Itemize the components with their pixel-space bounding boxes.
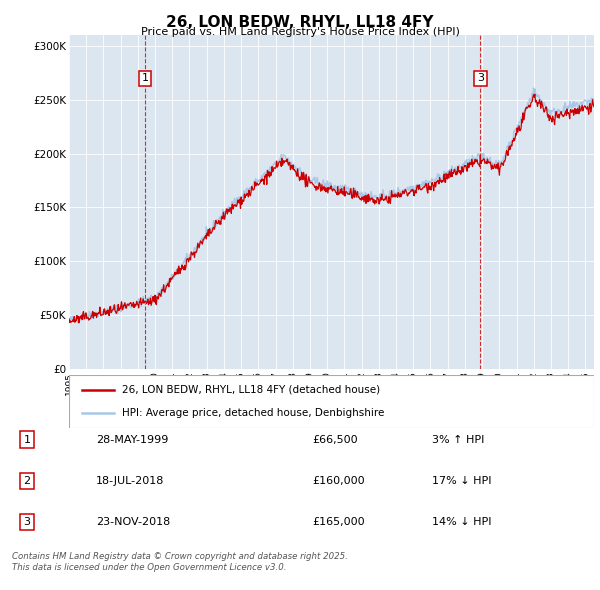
- Text: 28-MAY-1999: 28-MAY-1999: [96, 435, 169, 444]
- Text: Price paid vs. HM Land Registry's House Price Index (HPI): Price paid vs. HM Land Registry's House …: [140, 27, 460, 37]
- Text: 2: 2: [23, 476, 31, 486]
- Text: 26, LON BEDW, RHYL, LL18 4FY (detached house): 26, LON BEDW, RHYL, LL18 4FY (detached h…: [121, 385, 380, 395]
- Text: 26, LON BEDW, RHYL, LL18 4FY: 26, LON BEDW, RHYL, LL18 4FY: [166, 15, 434, 30]
- Text: 14% ↓ HPI: 14% ↓ HPI: [432, 517, 491, 527]
- Text: 1: 1: [142, 73, 148, 83]
- Text: 3: 3: [477, 73, 484, 83]
- Text: 18-JUL-2018: 18-JUL-2018: [96, 476, 164, 486]
- Text: £160,000: £160,000: [312, 476, 365, 486]
- Text: Contains HM Land Registry data © Crown copyright and database right 2025.
This d: Contains HM Land Registry data © Crown c…: [12, 552, 348, 572]
- Text: 23-NOV-2018: 23-NOV-2018: [96, 517, 170, 527]
- Text: 3% ↑ HPI: 3% ↑ HPI: [432, 435, 484, 444]
- Text: 17% ↓ HPI: 17% ↓ HPI: [432, 476, 491, 486]
- FancyBboxPatch shape: [69, 375, 594, 428]
- Text: HPI: Average price, detached house, Denbighshire: HPI: Average price, detached house, Denb…: [121, 408, 384, 418]
- Text: 1: 1: [23, 435, 31, 444]
- Text: 3: 3: [23, 517, 31, 527]
- Text: £66,500: £66,500: [312, 435, 358, 444]
- Text: £165,000: £165,000: [312, 517, 365, 527]
